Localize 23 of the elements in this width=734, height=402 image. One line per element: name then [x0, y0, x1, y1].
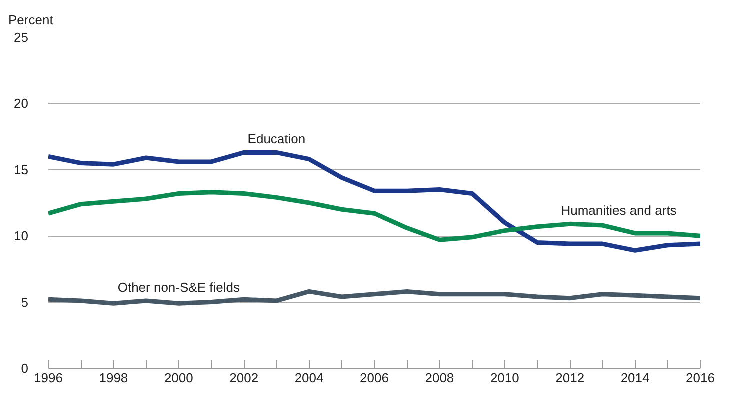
x-tick-label: 2006 — [360, 370, 389, 386]
series-label: Education — [248, 132, 306, 147]
y-tick-label: 25 — [14, 30, 29, 45]
x-tick-label: 2010 — [490, 370, 520, 386]
x-tick-label: 1996 — [34, 370, 63, 386]
y-tick-label: 10 — [14, 228, 29, 244]
y-tick-label: 15 — [14, 162, 29, 178]
x-tick-label: 2012 — [556, 370, 585, 386]
x-tick-label: 1998 — [99, 370, 128, 386]
series-label: Other non-S&E fields — [118, 280, 240, 295]
x-tick-label: 2008 — [425, 370, 454, 386]
y-tick-label: 20 — [14, 96, 29, 112]
x-tick-label: 2014 — [620, 370, 650, 386]
y-tick-label: 5 — [21, 294, 29, 310]
line-series — [48, 150, 700, 253]
y-axis-title: Percent — [8, 12, 54, 28]
x-tick-label: 2000 — [164, 370, 194, 386]
y-tick-label: 0 — [21, 361, 29, 376]
line-series — [48, 190, 700, 242]
series-label: Humanities and arts — [561, 203, 678, 218]
x-tick-label: 2004 — [294, 370, 324, 386]
x-tick-label: 2016 — [686, 370, 715, 386]
x-tick-label: 2002 — [230, 370, 259, 386]
